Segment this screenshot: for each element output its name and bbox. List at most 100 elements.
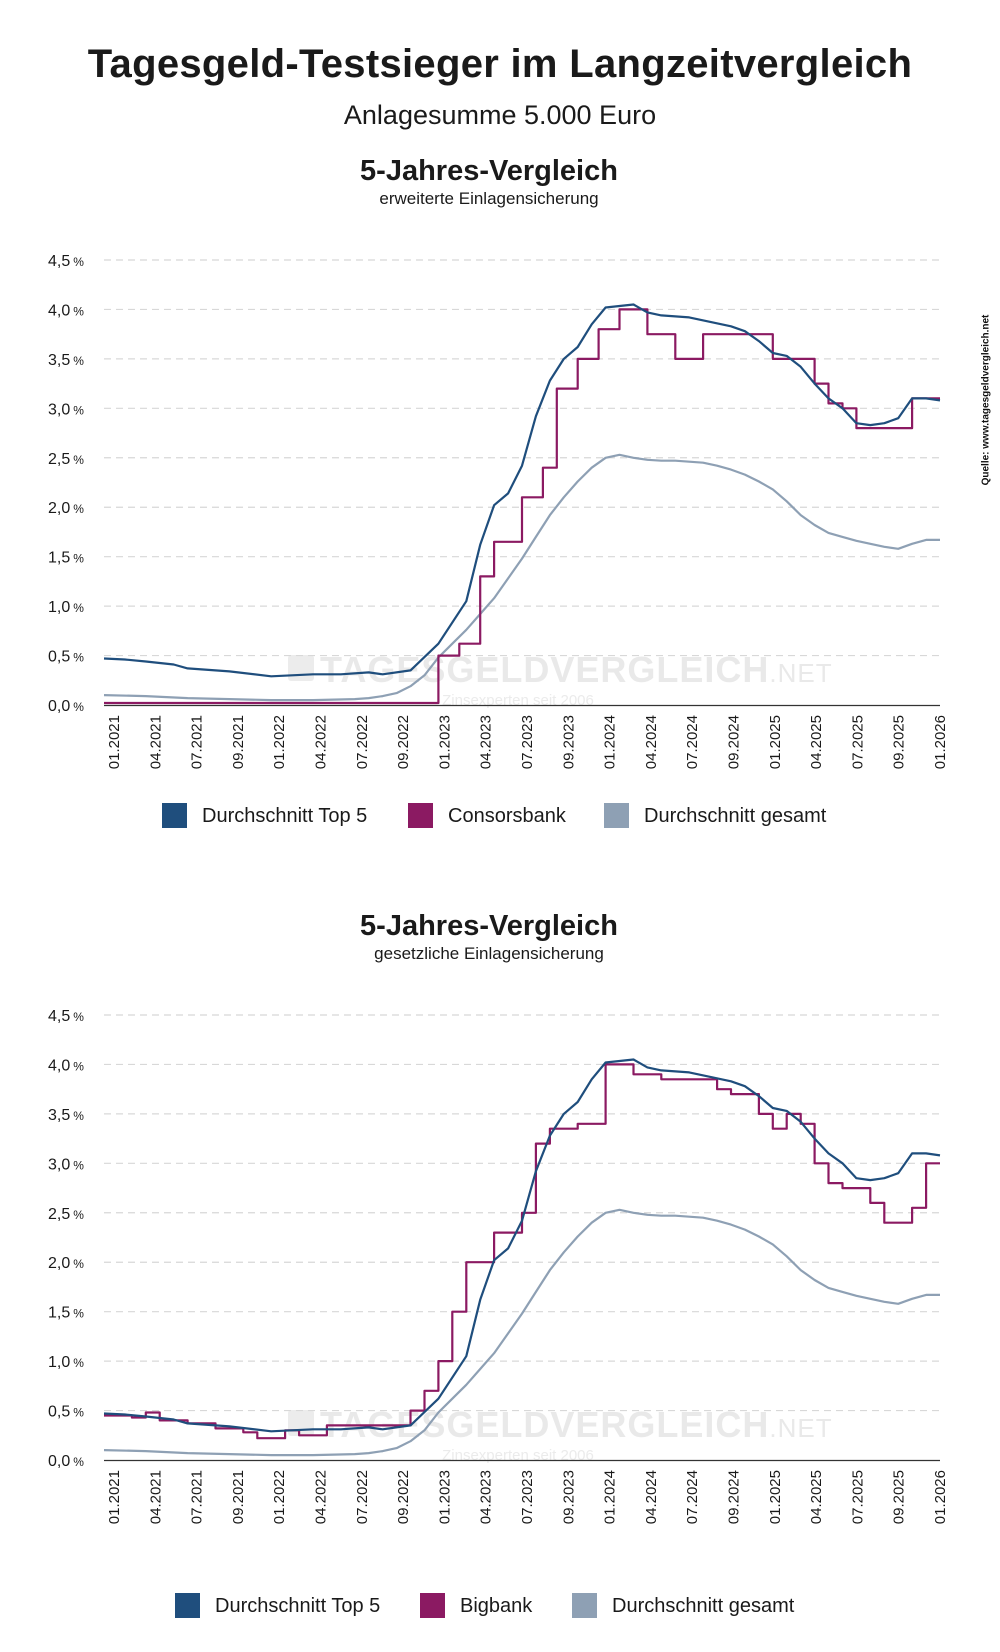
x-tick-label: 07.2023 bbox=[519, 715, 536, 769]
x-tick-label: 09.2023 bbox=[560, 1470, 577, 1524]
y-tick-label: 1,0% bbox=[48, 599, 84, 616]
series-line bbox=[103, 1208, 940, 1457]
series-line bbox=[104, 308, 940, 705]
x-tick-label: 07.2025 bbox=[849, 715, 866, 769]
y-tick-label: 1,0% bbox=[48, 1354, 84, 1371]
x-tick-label: 07.2023 bbox=[519, 1470, 536, 1524]
x-tick-label: 01.2021 bbox=[106, 1470, 123, 1524]
x-tick-label: 07.2021 bbox=[189, 715, 206, 769]
legend-swatch bbox=[604, 803, 629, 828]
legend-swatch bbox=[175, 1593, 200, 1618]
y-tick-label: 3,5% bbox=[48, 1107, 84, 1124]
chart-gesetzliche-einlagensicherung: 5-Jahres-Vergleich gesetzliche Einlagens… bbox=[48, 910, 949, 1618]
legend: Durchschnitt Top 5 Consorsbank Durchschnit… bbox=[162, 803, 827, 828]
page-title: Tagesgeld-Testsieger im Langzeitvergleic… bbox=[87, 42, 913, 86]
x-tick-label: 04.2022 bbox=[313, 1470, 330, 1524]
x-tick-label: 04.2025 bbox=[808, 715, 825, 769]
x-tick-label: 04.2024 bbox=[643, 715, 660, 769]
x-tick-label: 01.2021 bbox=[106, 715, 123, 769]
chart-erweiterte-einlagensicherung: 5-Jahres-Vergleich erweiterte Einlagensi… bbox=[48, 155, 949, 828]
x-tick-label: 04.2021 bbox=[147, 715, 164, 769]
legend-swatch bbox=[420, 1593, 445, 1618]
watermark-tagline: Zinsexperten seit 2006 bbox=[442, 692, 594, 709]
x-tick-label: 01.2022 bbox=[271, 715, 288, 769]
x-tick-label: 01.2024 bbox=[602, 1470, 619, 1524]
chart-subtitle: erweiterte Einlagensicherung bbox=[379, 189, 598, 208]
x-tick-label: 04.2024 bbox=[643, 1470, 660, 1524]
chart-title: 5-Jahres-Vergleich bbox=[360, 155, 618, 187]
x-tick-label: 07.2022 bbox=[354, 1470, 371, 1524]
y-tick-label: 3,5% bbox=[48, 352, 84, 369]
x-tick-label: 07.2021 bbox=[189, 1470, 206, 1524]
x-tick-label: 09.2024 bbox=[726, 715, 743, 769]
x-tick-label: 07.2025 bbox=[849, 1470, 866, 1524]
legend-label: Durchschnitt Top 5 bbox=[202, 805, 367, 827]
x-axis: 01.2021 04.2021 07.2021 09.2021 01.2022 04.20… bbox=[104, 1459, 949, 1524]
y-tick-label: 1,5% bbox=[48, 550, 84, 567]
legend: Durchschnitt Top 5 Bigbank Durchschnitt ge… bbox=[175, 1593, 795, 1618]
watermark: TAGESGELDVERGLEICH.NET Zinsexperten seit… bbox=[288, 1404, 832, 1464]
series-line bbox=[103, 453, 940, 702]
y-axis: 0,0 % 0,5 % 1,0 % 1,5 % 2,0 % 2,5 % 3,0 % 3,5 % 4,0 % 4,5% bbox=[48, 253, 84, 715]
legend-label: Durchschnitt gesamt bbox=[644, 805, 827, 827]
x-tick-label: 01.2025 bbox=[767, 715, 784, 769]
chart-subtitle: gesetzliche Einlagensicherung bbox=[374, 944, 604, 963]
plot-area bbox=[103, 1058, 941, 1457]
x-tick-label: 01.2025 bbox=[767, 1470, 784, 1524]
x-tick-label: 04.2022 bbox=[313, 715, 330, 769]
y-tick-label: 4,5% bbox=[48, 1008, 84, 1025]
series-line bbox=[104, 1063, 940, 1440]
y-tick-label: 0,0% bbox=[48, 1453, 84, 1470]
x-tick-label: 09.2022 bbox=[395, 1470, 412, 1524]
page-subtitle: Anlagesumme 5.000 Euro bbox=[343, 100, 657, 130]
x-tick-label: 09.2024 bbox=[726, 1470, 743, 1524]
y-tick-label: 1,5% bbox=[48, 1305, 84, 1322]
watermark-tagline: Zinsexperten seit 2006 bbox=[442, 1447, 594, 1464]
x-tick-label: 09.2021 bbox=[230, 715, 247, 769]
x-tick-label: 09.2023 bbox=[560, 715, 577, 769]
y-tick-label: 4,5% bbox=[48, 253, 84, 270]
x-tick-label: 04.2021 bbox=[147, 1470, 164, 1524]
watermark-logo bbox=[288, 655, 314, 681]
y-axis: 0,0 % 0,5 % 1,0 % 1,5 % 2,0 % 2,5 % 3,0 % 3,5 % 4,0 % 4,5% bbox=[48, 1008, 84, 1470]
grid bbox=[104, 259, 940, 657]
x-tick-label: 07.2024 bbox=[684, 715, 701, 769]
x-tick-label: 09.2025 bbox=[891, 1470, 908, 1524]
legend-label: Bigbank bbox=[460, 1595, 533, 1617]
y-tick-label: 3,0% bbox=[48, 1156, 84, 1173]
y-tick-label: 2,5% bbox=[48, 1206, 84, 1223]
y-tick-label: 4,0% bbox=[48, 1057, 84, 1074]
series-line bbox=[103, 1058, 941, 1433]
y-tick-label: 0,0% bbox=[48, 698, 84, 715]
watermark: TAGESGELDVERGLEICH.NET Zinsexperten seit… bbox=[288, 649, 832, 709]
legend-label: Durchschnitt Top 5 bbox=[215, 1595, 380, 1617]
x-tick-label: 01.2026 bbox=[932, 715, 949, 769]
legend-label: Durchschnitt gesamt bbox=[612, 1595, 795, 1617]
plot-area bbox=[103, 303, 941, 705]
x-tick-label: 09.2025 bbox=[891, 715, 908, 769]
x-tick-label: 09.2021 bbox=[230, 1470, 247, 1524]
legend-swatch bbox=[408, 803, 433, 828]
y-tick-label: 0,5% bbox=[48, 1404, 84, 1421]
y-tick-label: 4,0% bbox=[48, 302, 84, 319]
x-tick-label: 01.2023 bbox=[436, 1470, 453, 1524]
x-axis: 01.2021 04.2021 07.2021 09.2021 01.2022 04.20… bbox=[104, 704, 949, 769]
legend-label: Consorsbank bbox=[448, 805, 567, 827]
y-tick-label: 3,0% bbox=[48, 401, 84, 418]
x-tick-label: 04.2023 bbox=[478, 715, 495, 769]
watermark-logo bbox=[288, 1410, 314, 1436]
x-tick-label: 01.2026 bbox=[932, 1470, 949, 1524]
x-tick-label: 07.2024 bbox=[684, 1470, 701, 1524]
y-tick-label: 2,0% bbox=[48, 500, 84, 517]
x-tick-label: 01.2024 bbox=[602, 715, 619, 769]
y-tick-label: 2,5% bbox=[48, 451, 84, 468]
x-tick-label: 04.2025 bbox=[808, 1470, 825, 1524]
x-tick-label: 04.2023 bbox=[478, 1470, 495, 1524]
legend-swatch bbox=[162, 803, 187, 828]
series-line bbox=[103, 303, 941, 678]
x-tick-label: 01.2023 bbox=[436, 715, 453, 769]
legend-swatch bbox=[572, 1593, 597, 1618]
x-tick-label: 09.2022 bbox=[395, 715, 412, 769]
y-tick-label: 0,5% bbox=[48, 649, 84, 666]
chart-title: 5-Jahres-Vergleich bbox=[360, 910, 618, 942]
